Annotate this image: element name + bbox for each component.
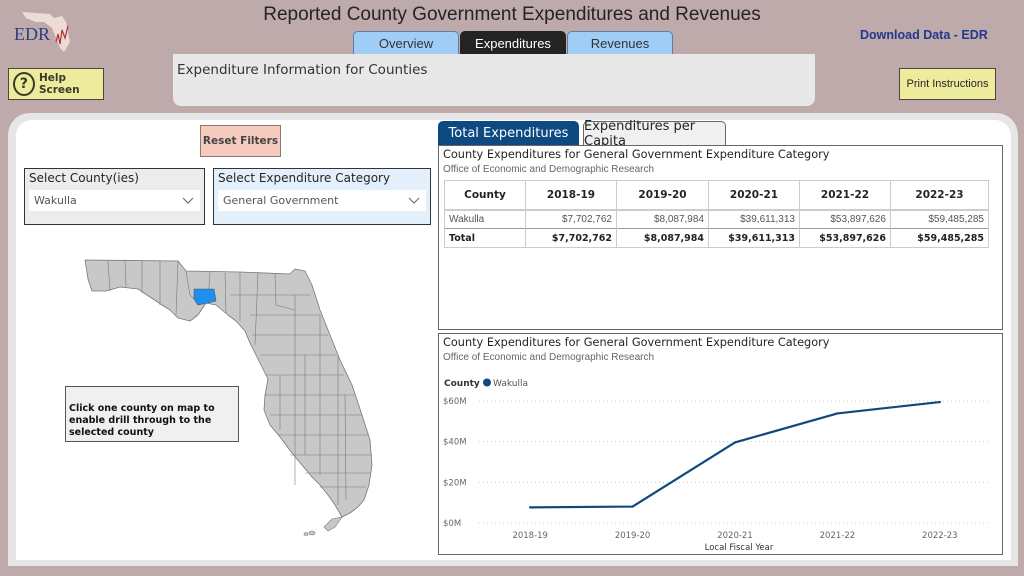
table-cell: $39,611,313 (708, 209, 800, 229)
table-cell: $59,485,285 (890, 228, 989, 248)
help-screen-button[interactable]: ? Help Screen (8, 68, 104, 100)
florida-logo-icon (22, 12, 70, 52)
question-circle-icon: ? (13, 72, 35, 96)
tab-expenditures-per-capita[interactable]: Expenditures per Capita (583, 119, 726, 149)
expenditure-table-card: County Expenditures for General Governme… (438, 145, 1003, 330)
column-header[interactable]: County (444, 180, 526, 211)
x-tick-label: 2019-20 (615, 531, 651, 541)
table-subtitle: Office of Economic and Demographic Resea… (443, 164, 655, 175)
table-cell: $59,485,285 (890, 209, 989, 229)
tab-revenues[interactable]: Revenues (567, 31, 673, 55)
chart-title: County Expenditures for General Governme… (443, 336, 830, 349)
chart-subtitle: Office of Economic and Demographic Resea… (443, 352, 655, 363)
tab-overview[interactable]: Overview (353, 31, 459, 55)
data-point[interactable] (733, 441, 737, 444)
county-slicer: Select County(ies) Wakulla (24, 168, 205, 225)
table-cell: $7,702,762 (525, 228, 617, 248)
line-chart: County Wakulla $0M $20M $40M $60M 2018-19 20… (443, 378, 991, 553)
map-instruction-note: Click one county on map to enable drill … (65, 386, 239, 442)
table-header-row: County 2018-19 2019-20 2020-21 2021-22 2… (444, 180, 989, 211)
column-header[interactable]: 2021-22 (799, 180, 891, 211)
table-cell: $7,702,762 (525, 209, 617, 229)
logo-text: EDR (14, 24, 50, 44)
tab-total-expenditures[interactable]: Total Expenditures (438, 121, 579, 145)
chevron-down-icon (182, 197, 194, 204)
x-axis-label: Local Fiscal Year (705, 543, 774, 553)
download-data-link[interactable]: Download Data - EDR (860, 28, 988, 42)
legend-label[interactable]: Wakulla (493, 379, 528, 389)
table-cell: $39,611,313 (708, 228, 800, 248)
chevron-down-icon (408, 197, 420, 204)
y-tick-label: $0M (443, 519, 461, 529)
app-title: Reported County Government Expenditures … (263, 4, 761, 25)
help-button-label: Help Screen (38, 72, 80, 96)
data-point[interactable] (836, 412, 839, 415)
legend-marker (483, 378, 491, 387)
data-point[interactable] (631, 505, 634, 508)
category-slicer: Select Expenditure Category General Gove… (213, 168, 431, 225)
page-tabs: Overview Expenditures Revenues (353, 31, 674, 55)
table-cell: Total (444, 228, 526, 248)
table-cell: $8,087,984 (616, 209, 709, 229)
column-header[interactable]: 2019-20 (616, 180, 709, 211)
expenditure-table: County 2018-19 2019-20 2020-21 2021-22 2… (444, 180, 989, 248)
reset-filters-button[interactable]: Reset Filters (200, 125, 281, 157)
legend-title: County (444, 379, 480, 389)
column-header[interactable]: 2022-23 (890, 180, 989, 211)
wakulla-county-highlight[interactable] (193, 288, 217, 306)
tampa-bay-shape (243, 435, 255, 449)
column-header[interactable]: 2018-19 (525, 180, 617, 211)
print-instructions-button[interactable]: Print Instructions (899, 68, 996, 100)
category-dropdown-value: General Government (223, 194, 339, 207)
florida-state-shape[interactable] (84, 259, 373, 518)
y-tick-label: $60M (443, 397, 467, 407)
florida-county-map[interactable] (80, 255, 380, 540)
y-tick-label: $20M (443, 478, 467, 488)
tab-expenditures[interactable]: Expenditures (460, 31, 566, 55)
table-total-row: Total $7,702,762 $8,087,984 $39,611,313 … (444, 228, 989, 248)
x-tick-label: 2022-23 (922, 531, 958, 541)
data-point[interactable] (529, 506, 532, 509)
data-point[interactable] (938, 400, 941, 404)
county-dropdown-value: Wakulla (34, 194, 77, 207)
county-slicer-title: Select County(ies) (29, 171, 139, 185)
x-tick-label: 2020-21 (717, 531, 753, 541)
x-tick-label: 2018-19 (512, 531, 548, 541)
category-slicer-title: Select Expenditure Category (218, 171, 391, 185)
table-cell: $8,087,984 (616, 228, 709, 248)
series-line[interactable] (530, 400, 940, 509)
table-cell: $53,897,626 (799, 209, 891, 229)
info-banner: Expenditure Information for Counties (173, 54, 815, 106)
table-title: County Expenditures for General Governme… (443, 148, 830, 161)
y-tick-label: $40M (443, 438, 467, 448)
table-cell: $53,897,626 (799, 228, 891, 248)
county-dropdown[interactable]: Wakulla (29, 190, 200, 211)
expenditure-chart-card: County Expenditures for General Governme… (438, 333, 1003, 555)
x-tick-label: 2021-22 (820, 531, 856, 541)
column-header[interactable]: 2020-21 (708, 180, 800, 211)
category-dropdown[interactable]: General Government (218, 190, 426, 211)
table-row: Wakulla $7,702,762 $8,087,984 $39,611,31… (444, 209, 989, 229)
table-cell: Wakulla (444, 209, 526, 229)
florida-keys-shape (323, 516, 343, 532)
edr-logo: EDR (10, 8, 74, 56)
